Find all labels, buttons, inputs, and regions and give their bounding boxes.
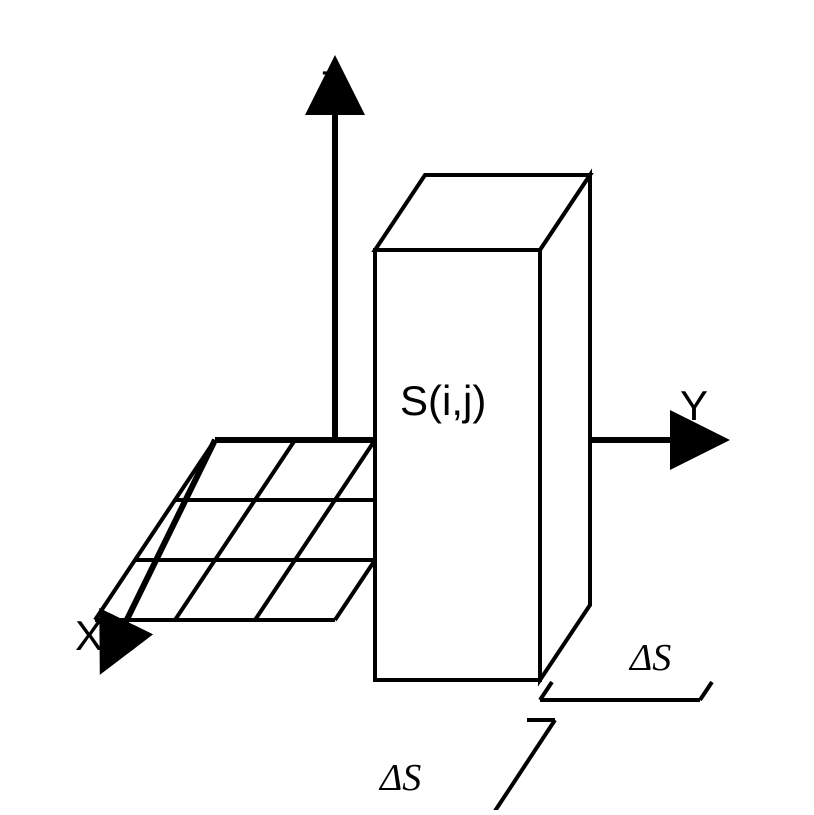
x-axis-label: X (75, 612, 103, 659)
delta-s-y-tick (700, 682, 712, 700)
diagram-3d-axes: Z Y X S(i,j) ΔS ΔS (0, 0, 814, 810)
z-axis-label: Z (320, 62, 346, 109)
x-axis (113, 440, 215, 648)
delta-s-y-label: ΔS (628, 637, 671, 679)
box-right-face (540, 175, 590, 680)
grid-line (95, 440, 215, 620)
box-label: S(i,j) (400, 377, 486, 424)
delta-s-x-label: ΔS (378, 757, 421, 799)
delta-s-x-line (489, 720, 555, 810)
y-axis-label: Y (680, 382, 708, 429)
grid-line (255, 440, 375, 620)
grid-line (175, 440, 295, 620)
diagram-svg: Z Y X S(i,j) ΔS ΔS (0, 0, 814, 810)
delta-s-y-tick (540, 682, 552, 700)
box-front-face (375, 250, 540, 680)
